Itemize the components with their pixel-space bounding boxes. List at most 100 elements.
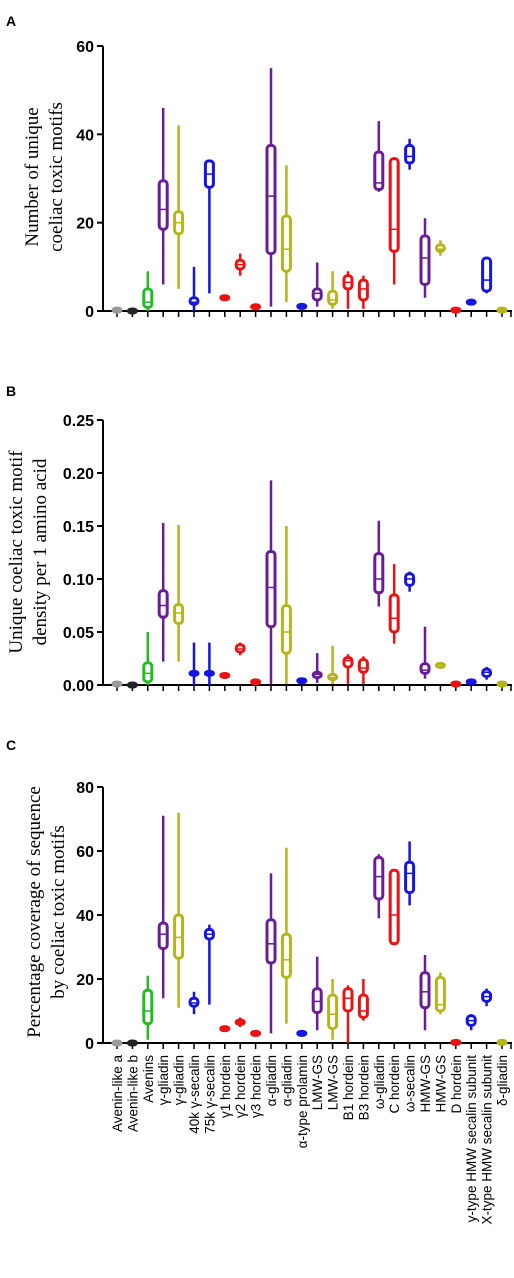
box-4 bbox=[173, 524, 185, 662]
box-1 bbox=[126, 307, 138, 315]
box-13 bbox=[311, 262, 323, 307]
box-23 bbox=[465, 678, 477, 686]
panel-b-boxes bbox=[111, 480, 508, 689]
box-19 bbox=[404, 138, 416, 170]
box-iqr bbox=[173, 602, 185, 626]
category-label: γ1 hordein bbox=[218, 1055, 233, 1118]
category-label: y-type HMW secalin subunit bbox=[464, 1055, 479, 1223]
box-iqr bbox=[157, 179, 169, 231]
box-1 bbox=[126, 1039, 138, 1047]
box-iqr bbox=[357, 993, 369, 1019]
box-iqr bbox=[373, 150, 385, 192]
box-0 bbox=[111, 306, 123, 314]
box-iqr bbox=[311, 287, 323, 302]
box-21 bbox=[434, 240, 446, 256]
panel-letter-b: B bbox=[6, 383, 16, 399]
box-iqr bbox=[265, 549, 277, 629]
box-18 bbox=[388, 157, 400, 285]
category-label: HMW-GS bbox=[433, 1055, 448, 1113]
box-11 bbox=[280, 165, 292, 303]
box-8 bbox=[234, 253, 246, 276]
box-14 bbox=[327, 645, 339, 684]
box-iqr bbox=[388, 157, 400, 253]
box-18 bbox=[388, 564, 400, 644]
box-15 bbox=[342, 985, 354, 1043]
y-tick-label: 0.15 bbox=[63, 519, 94, 536]
box-12 bbox=[296, 677, 308, 685]
box-12 bbox=[296, 302, 308, 310]
category-label: ω-gliadin bbox=[372, 1055, 387, 1109]
box-25 bbox=[496, 306, 508, 314]
box-iqr bbox=[373, 552, 385, 595]
panel-c-ylabel-line1: Percentage coverage of sequence bbox=[24, 786, 45, 1038]
box-24 bbox=[481, 988, 493, 1007]
box-10 bbox=[265, 68, 277, 307]
box-iqr bbox=[419, 971, 431, 1010]
box-19 bbox=[404, 841, 416, 906]
box-iqr bbox=[142, 287, 154, 309]
panel-a-ylabel-line1: Number of unique bbox=[22, 107, 43, 246]
y-tick-label: 40 bbox=[76, 127, 94, 144]
box-23 bbox=[465, 298, 477, 306]
category-label: B1 hordein bbox=[341, 1055, 356, 1120]
box-6 bbox=[203, 159, 215, 294]
box-iqr bbox=[481, 256, 493, 293]
box-iqr bbox=[373, 855, 385, 901]
box-iqr bbox=[188, 996, 200, 1008]
panel-c-axes: 0 20 40 60 80 bbox=[76, 780, 512, 1053]
box-17 bbox=[373, 121, 385, 192]
box-14 bbox=[327, 979, 339, 1040]
box-iqr bbox=[357, 658, 369, 674]
box-9 bbox=[250, 1029, 262, 1037]
box-2 bbox=[142, 632, 154, 685]
y-tick-label: 0.05 bbox=[63, 625, 94, 642]
box-4 bbox=[173, 125, 185, 289]
box-20 bbox=[419, 626, 431, 679]
box-13 bbox=[311, 653, 323, 683]
box-iqr bbox=[142, 988, 154, 1026]
box-16 bbox=[357, 979, 369, 1021]
box-21 bbox=[434, 661, 446, 669]
y-tick-label: 0.00 bbox=[63, 678, 94, 695]
box-3 bbox=[157, 107, 169, 285]
box-10 bbox=[265, 480, 277, 684]
box-iqr bbox=[419, 662, 431, 675]
box-9 bbox=[250, 303, 262, 311]
box-22 bbox=[450, 1038, 462, 1046]
category-labels: Avenin-like a Avenin-like b Avenins γ-gliad… bbox=[110, 1055, 510, 1225]
y-tick-label: 20 bbox=[76, 972, 94, 989]
box-iqr bbox=[265, 918, 277, 965]
category-label: Avenin-like b bbox=[125, 1055, 140, 1132]
box-17 bbox=[373, 854, 385, 919]
box-7 bbox=[219, 294, 231, 302]
box-4 bbox=[173, 812, 185, 1008]
box-iqr bbox=[157, 921, 169, 951]
box-20 bbox=[419, 218, 431, 298]
panel-b-ylabel-line1: Unique coeliac toxic motif bbox=[6, 450, 27, 654]
panel-a: A 0 20 40 60 Number of unique coeliac toxic… bbox=[6, 13, 512, 321]
category-label: ω-secalin bbox=[403, 1055, 418, 1112]
box-iqr bbox=[342, 987, 354, 1013]
box-14 bbox=[327, 271, 339, 309]
box-iqr bbox=[173, 913, 185, 960]
box-6 bbox=[203, 924, 215, 1005]
box-iqr bbox=[419, 234, 431, 287]
box-6 bbox=[203, 642, 215, 685]
box-2 bbox=[142, 975, 154, 1040]
y-tick-label: 60 bbox=[76, 844, 94, 861]
box-5 bbox=[188, 991, 200, 1015]
box-0 bbox=[111, 1039, 123, 1047]
box-22 bbox=[450, 306, 462, 314]
box-8 bbox=[234, 642, 246, 656]
y-tick-label: 60 bbox=[76, 39, 94, 56]
y-tick-label: 0 bbox=[85, 304, 94, 321]
panel-letter-c: C bbox=[6, 737, 16, 753]
panel-b-ylabel-line2: density per 1 amino acid bbox=[30, 458, 51, 645]
box-23 bbox=[465, 1014, 477, 1031]
box-17 bbox=[373, 520, 385, 607]
panel-b-axes: 0.00 0.05 0.10 0.15 0.20 0.25 bbox=[63, 413, 512, 695]
box-3 bbox=[157, 815, 169, 999]
box-0 bbox=[111, 680, 123, 688]
panel-a-boxes bbox=[111, 68, 508, 315]
